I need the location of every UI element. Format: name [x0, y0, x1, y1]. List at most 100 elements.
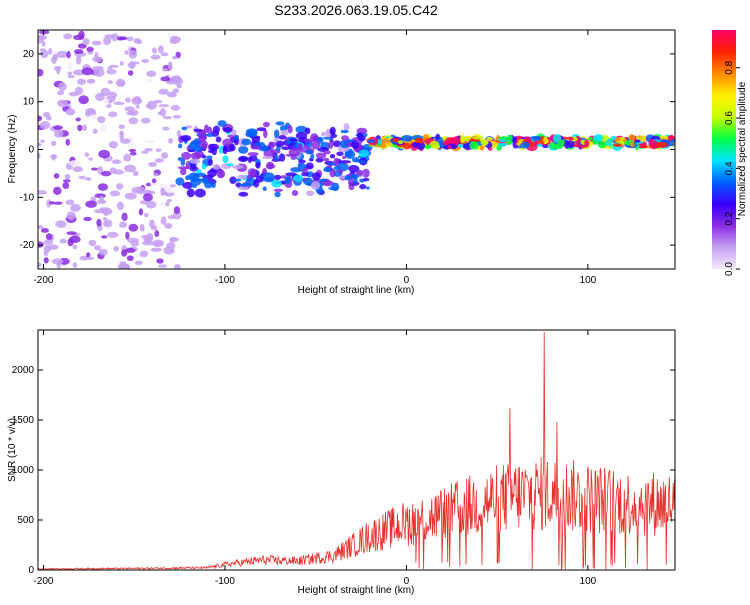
spectrogram-cell	[201, 163, 207, 170]
spectrogram-cell	[203, 177, 208, 183]
spectrogram-cell	[151, 47, 157, 54]
spectrogram-cell	[150, 247, 162, 252]
spectrogram-cell	[222, 127, 233, 133]
spectrogram-cell	[301, 171, 309, 177]
spectrogram-cell	[348, 164, 360, 173]
spectrogram-cell	[291, 190, 299, 196]
spectrogram-cell	[305, 162, 314, 170]
y-tick-label: 500	[17, 515, 34, 526]
spectrogram-cell	[86, 78, 96, 84]
spectrogram-cell	[460, 136, 472, 142]
spectrogram-cell	[597, 141, 607, 149]
spectrogram-cell	[250, 145, 262, 150]
spectrogram-cell	[159, 108, 167, 117]
spectrogram-cell	[169, 184, 177, 188]
spectrogram-cell	[55, 220, 67, 228]
y-tick-label: -20	[20, 240, 35, 251]
spectrogram-cell	[94, 52, 99, 61]
spectrogram-cell	[238, 155, 249, 162]
colorbar-tick-label: 0.8	[724, 60, 735, 74]
spectrogram-cell	[154, 158, 164, 163]
spectrogram-cell	[52, 186, 62, 196]
spectrogram-cell	[50, 140, 57, 147]
spectrogram-cell	[588, 136, 593, 141]
spectrogram-cell	[75, 117, 81, 122]
spectrogram-cell	[225, 163, 235, 167]
spectrogram-cell	[129, 151, 137, 156]
spectrogram-cell	[41, 41, 46, 47]
spectrogram-cell	[284, 176, 291, 185]
spectrogram-cell	[229, 143, 236, 152]
spectrogram-cell	[564, 140, 570, 149]
spectrogram-cell	[280, 175, 287, 179]
spectrogram-cell	[239, 183, 249, 187]
spectrogram-cell	[190, 162, 197, 170]
spectrogram-cell	[82, 37, 90, 45]
spectrogram-cell	[289, 138, 298, 142]
spectrogram-cell	[160, 76, 171, 82]
y-tick-label: 0	[28, 565, 34, 576]
spectrogram-cell	[232, 178, 242, 182]
spectrogram-cell	[362, 168, 370, 178]
spectrogram-cell	[274, 154, 279, 161]
spectrogram-cell	[113, 246, 120, 252]
spectrogram-cell	[42, 111, 51, 118]
spectrogram-cell	[639, 135, 647, 142]
spectrogram-cell	[57, 99, 69, 108]
spectrogram-cell	[74, 86, 84, 96]
spectrogram-cell	[351, 157, 360, 163]
spectrogram-cell	[177, 157, 183, 161]
spectrogram-cell	[119, 36, 128, 41]
spectrogram-cell	[295, 132, 308, 140]
spectrogram-cell	[38, 142, 42, 147]
spectrogram-cell	[278, 135, 287, 140]
spectrogram-cell	[191, 184, 197, 188]
spectrogram-cell	[53, 201, 63, 205]
spectrogram-cell	[367, 139, 375, 144]
spectrogram-cell	[237, 186, 250, 191]
spectrogram-cell	[134, 260, 143, 266]
spectrogram-cell	[53, 173, 60, 179]
spectrogram-cell	[612, 143, 622, 147]
y-tick-label: 2000	[12, 365, 35, 376]
spectrogram-cell	[124, 50, 129, 55]
spectrogram-cell	[207, 149, 215, 153]
spectrogram-cell	[172, 88, 180, 94]
spectrogram-cell	[263, 129, 268, 139]
spectrogram-cell	[414, 137, 423, 143]
spectrogram-cell	[251, 136, 261, 143]
spectrogram-cell	[344, 175, 351, 181]
x-tick-label: 100	[580, 275, 597, 286]
spectrogram-cell	[173, 206, 181, 214]
spectrogram-cell	[143, 212, 149, 218]
spectrogram-cell	[169, 249, 175, 253]
spectrogram-cell	[126, 36, 134, 42]
spectrogram-cell	[83, 216, 92, 222]
spectrogram-cell	[278, 153, 286, 162]
spectrogram-cell	[98, 149, 110, 159]
spectrogram-cell	[262, 155, 274, 160]
spectrogram-cell	[498, 136, 510, 141]
spectrogram-cell	[177, 166, 190, 170]
spectrogram-cell	[359, 184, 367, 190]
spectrogram-cell	[629, 142, 635, 148]
spectrogram-cell	[336, 151, 344, 156]
spectrogram-cell	[101, 235, 108, 239]
spectrogram-cell	[177, 143, 183, 149]
spectrogram-cell	[263, 172, 275, 181]
spectrogram-cell	[47, 244, 59, 250]
spectrogram-cell	[65, 199, 75, 205]
spectrogram-cell	[340, 129, 349, 134]
spectrogram-cell	[38, 262, 42, 268]
spectrogram-cell	[43, 250, 49, 256]
spectrogram-ylabel: Frequency (Hz)	[7, 115, 18, 184]
spectrogram-cell	[185, 175, 191, 181]
spectrogram-cell	[212, 125, 221, 134]
spectrogram-cell	[238, 191, 249, 197]
spectrogram-cell	[126, 255, 134, 262]
spectrogram-cell	[280, 129, 289, 136]
snr-xlabel: Height of straight line (km)	[298, 585, 415, 596]
spectrogram-cell	[63, 33, 73, 40]
spectrogram-cell	[593, 134, 604, 142]
